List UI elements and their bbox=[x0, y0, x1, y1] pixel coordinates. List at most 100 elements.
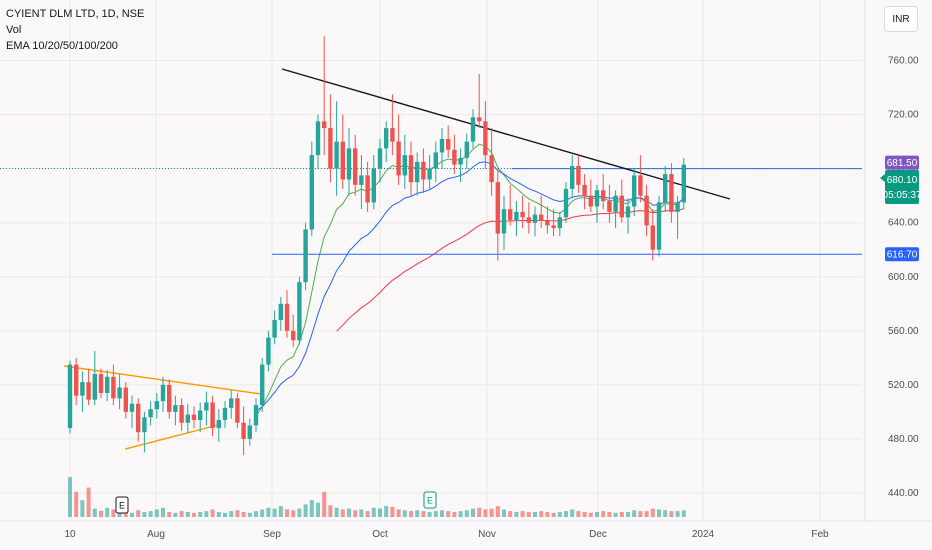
candle-body bbox=[136, 403, 141, 433]
volume-bar bbox=[663, 510, 668, 517]
volume-bar bbox=[309, 500, 314, 517]
y-tick-label: 640.00 bbox=[888, 218, 919, 229]
candle-body bbox=[204, 402, 209, 411]
volume-bar bbox=[619, 511, 624, 517]
volume-bar bbox=[502, 509, 506, 517]
volume-bar bbox=[489, 508, 494, 517]
x-tick-label: 10 bbox=[64, 529, 76, 540]
volume-bar bbox=[371, 507, 376, 517]
candle-body bbox=[489, 155, 494, 183]
y-tick-label: 440.00 bbox=[888, 488, 919, 499]
candle-body bbox=[464, 141, 469, 158]
candle-body bbox=[427, 168, 432, 180]
candle-body bbox=[470, 117, 476, 142]
volume-bar bbox=[539, 511, 544, 517]
candle-body bbox=[557, 217, 562, 229]
candle-body bbox=[266, 337, 271, 365]
volume-bar bbox=[644, 511, 649, 517]
candle-body bbox=[545, 220, 550, 226]
candle-body bbox=[160, 384, 166, 402]
event-box bbox=[115, 496, 129, 514]
candle-body bbox=[334, 141, 339, 169]
candle-body bbox=[446, 138, 451, 150]
x-tick-label: Oct bbox=[372, 529, 388, 540]
candle-body bbox=[359, 175, 364, 185]
last-price-pointer bbox=[880, 174, 885, 182]
volume-bar bbox=[247, 512, 252, 517]
volume-bar bbox=[347, 508, 351, 517]
volume-bar bbox=[452, 511, 457, 517]
candle-body bbox=[80, 382, 85, 396]
candle-body bbox=[408, 155, 414, 183]
candle-body bbox=[594, 190, 600, 207]
volume-bar bbox=[595, 511, 599, 517]
candle-body bbox=[421, 161, 426, 180]
volume-bar bbox=[471, 508, 475, 517]
volume-bar bbox=[229, 511, 234, 517]
candle-body bbox=[241, 422, 246, 439]
candle-body bbox=[656, 202, 662, 250]
volume-bar bbox=[458, 511, 463, 517]
last-price-text: 680.10 bbox=[887, 175, 918, 186]
candle-body bbox=[216, 420, 221, 429]
price-tag-box bbox=[885, 247, 919, 262]
candle-body bbox=[613, 195, 618, 212]
candle-body bbox=[123, 387, 128, 412]
high-price-tag: 681.50 bbox=[885, 155, 919, 170]
volume-bar bbox=[167, 511, 172, 517]
candle-body bbox=[675, 202, 680, 212]
volume-bar bbox=[297, 508, 302, 517]
volume-bar bbox=[216, 511, 221, 517]
volume-bar bbox=[669, 511, 674, 517]
candle-body bbox=[669, 174, 674, 212]
candle-body bbox=[514, 211, 519, 220]
volume-indicator-label[interactable]: Vol bbox=[6, 24, 22, 36]
candle-body bbox=[384, 128, 389, 149]
x-tick-label: Dec bbox=[589, 529, 607, 540]
candle-body bbox=[353, 148, 358, 185]
grid bbox=[0, 0, 862, 520]
volume-bar bbox=[123, 511, 128, 517]
volume-bar bbox=[415, 510, 420, 517]
volume-bar bbox=[173, 512, 178, 517]
volume-bar bbox=[260, 509, 265, 517]
volume-bars bbox=[68, 477, 686, 517]
volume-bar bbox=[99, 510, 103, 517]
candle-body bbox=[396, 141, 401, 176]
candle-body bbox=[148, 409, 153, 418]
candle-body bbox=[483, 121, 488, 156]
event-label: E bbox=[119, 501, 125, 511]
volume-bar bbox=[198, 511, 203, 517]
volume-bar bbox=[508, 511, 513, 517]
y-tick-label: 520.00 bbox=[888, 380, 919, 391]
currency-button[interactable]: INR bbox=[884, 6, 918, 32]
last-price-box bbox=[885, 170, 919, 204]
volume-bar bbox=[192, 512, 196, 517]
candle-body bbox=[111, 376, 116, 399]
volume-bar bbox=[210, 509, 215, 517]
volume-bar bbox=[266, 507, 271, 517]
candle-body bbox=[619, 195, 624, 218]
volume-bar bbox=[285, 509, 289, 517]
price-tag-box bbox=[885, 155, 919, 170]
candle-body bbox=[92, 374, 97, 400]
ema-indicator-label[interactable]: EMA 10/20/50/100/200 bbox=[6, 40, 118, 52]
candle-body bbox=[495, 182, 500, 234]
volume-bar bbox=[161, 507, 165, 517]
volume-bar bbox=[440, 510, 444, 517]
volume-bar bbox=[254, 511, 258, 517]
candle-body bbox=[315, 121, 321, 156]
volume-bar bbox=[675, 511, 680, 517]
volume-bar bbox=[582, 511, 587, 517]
candle-body bbox=[526, 217, 531, 223]
volume-bar bbox=[92, 508, 97, 517]
x-tick-label: 2024 bbox=[692, 529, 715, 540]
symbol-title[interactable]: CYIENT DLM LTD, 1D, NSE bbox=[6, 8, 145, 20]
volume-bar bbox=[204, 511, 209, 517]
candle-body bbox=[179, 405, 184, 423]
candles bbox=[67, 36, 686, 456]
volume-bar bbox=[545, 511, 550, 517]
volume-bar bbox=[409, 511, 413, 517]
